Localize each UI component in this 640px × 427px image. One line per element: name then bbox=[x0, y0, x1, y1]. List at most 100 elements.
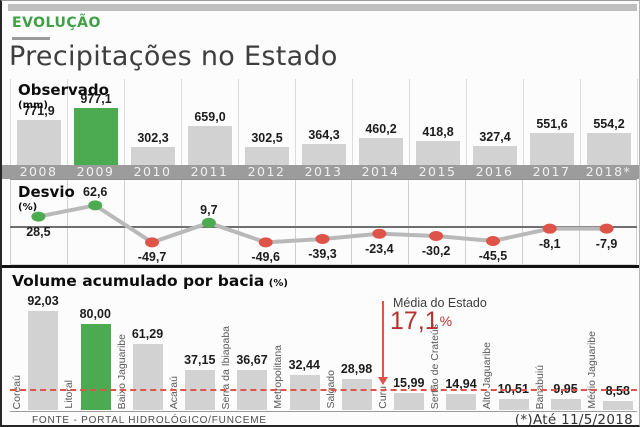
observado-bar-chart: 771,9 977,1 302,3 659,0 302,5 364,3 460,2 418,8… bbox=[10, 79, 638, 165]
desvio-point bbox=[145, 237, 160, 248]
desvio-title: Desvio bbox=[18, 183, 75, 201]
bacia-column: 14,94 Sertão de Crateús bbox=[428, 293, 480, 410]
desvio-point bbox=[201, 217, 216, 228]
bacia-column: 9,95 Banabuiú bbox=[533, 293, 585, 410]
observado-bar bbox=[188, 126, 232, 165]
observado-column: 554,2 bbox=[581, 79, 638, 165]
year-label: 2016 bbox=[475, 164, 514, 179]
observado-value-label: 327,4 bbox=[479, 130, 511, 144]
desvio-point bbox=[315, 233, 330, 244]
page-title: Precipitações no Estado bbox=[9, 41, 338, 72]
year-label: 2015 bbox=[418, 164, 457, 179]
year-label: 2014 bbox=[361, 164, 400, 179]
desvio-point bbox=[485, 236, 500, 247]
bacia-value-label: 80,00 bbox=[79, 307, 111, 321]
desvio-value-label: -23,4 bbox=[365, 241, 394, 256]
year-axis-band bbox=[2, 165, 639, 179]
observado-column: 418,8 bbox=[410, 79, 467, 165]
desvio-value-label: -8,1 bbox=[538, 236, 561, 251]
bacia-bar bbox=[603, 401, 633, 410]
observado-column: 302,3 bbox=[125, 79, 182, 165]
desvio-point bbox=[542, 223, 557, 234]
observado-title: Observado bbox=[18, 81, 109, 99]
bacia-name-label: Sertão de Crateús bbox=[429, 323, 441, 409]
bacia-bar bbox=[550, 399, 581, 410]
bacia-bar bbox=[28, 311, 59, 410]
bacia-name-label: Alto Jaguaribe bbox=[481, 341, 494, 409]
media-reference-line bbox=[10, 389, 637, 391]
observado-value-label: 460,2 bbox=[365, 122, 397, 136]
footer-rule bbox=[10, 411, 637, 412]
bacia-name-label: Coreaú bbox=[11, 374, 23, 409]
bacia-name-label: Litoral bbox=[63, 380, 76, 409]
observado-column: 460,2 bbox=[353, 79, 410, 165]
media-label: Média do Estado bbox=[393, 296, 487, 310]
observado-value-label: 659,0 bbox=[194, 110, 226, 124]
bacia-column: 36,67 Serra da Ibiapaba bbox=[219, 293, 271, 410]
bacia-value-label: 61,29 bbox=[131, 327, 164, 341]
observado-column: 327,4 bbox=[467, 79, 524, 165]
bacia-bar bbox=[132, 344, 163, 410]
bacia-column: 32,44 Metropolitana bbox=[271, 293, 323, 410]
year-label: 2011 bbox=[190, 164, 229, 179]
bacias-header: Volume acumulado por bacia (%) bbox=[12, 272, 288, 291]
observado-bar bbox=[530, 133, 574, 165]
desvio-gridline bbox=[10, 180, 68, 264]
desvio-value-label: 28,5 bbox=[26, 224, 51, 239]
observado-unit: (mm) bbox=[18, 100, 48, 111]
observado-bar bbox=[131, 147, 175, 165]
desvio-value-label: -49,7 bbox=[137, 250, 167, 265]
desvio-point bbox=[258, 237, 273, 248]
year-label: 2009 bbox=[76, 164, 115, 179]
media-value-number: 17,1 bbox=[390, 307, 439, 335]
desvio-value-label: -45,5 bbox=[478, 249, 508, 263]
year-label: 2008 bbox=[19, 164, 58, 179]
observado-value-label: 302,3 bbox=[137, 131, 169, 145]
desvio-gridline bbox=[352, 180, 410, 264]
observado-bar bbox=[473, 146, 517, 165]
desvio-value-label: -49,6 bbox=[251, 250, 280, 265]
bacia-column: 80,00 Litoral bbox=[62, 293, 114, 410]
year-axis-labels: 2008 2009 2010 2011 2012 2013 2014 2015 2016 2017… bbox=[10, 165, 637, 179]
desvio-value-label: 62,6 bbox=[83, 185, 108, 200]
section-divider bbox=[2, 265, 639, 268]
bacia-column: 10,51 Alto Jaguaribe bbox=[480, 293, 532, 410]
desvio-label: Desvio (%) bbox=[18, 183, 75, 213]
bacia-value-label: 92,03 bbox=[27, 294, 59, 308]
desvio-value-label: -30,2 bbox=[421, 243, 451, 258]
bacia-value-label: 15,99 bbox=[393, 376, 425, 390]
bacia-value-label: 32,44 bbox=[288, 358, 320, 372]
bacia-name-label: Baixo Jaguaribe bbox=[115, 333, 128, 409]
desvio-gridline bbox=[239, 180, 296, 264]
bacia-bar bbox=[289, 375, 320, 410]
bacia-value-label: 37,15 bbox=[184, 353, 216, 367]
observado-column: 364,3 bbox=[296, 79, 353, 165]
desvio-gridline bbox=[296, 180, 353, 264]
bacia-name-label: Metropolitana bbox=[272, 345, 285, 409]
observado-label: Observado (mm) bbox=[18, 81, 109, 111]
bacia-bar bbox=[394, 393, 424, 410]
observado-bar bbox=[416, 141, 460, 165]
bacia-bar bbox=[80, 324, 111, 410]
year-label: 2018* bbox=[585, 164, 632, 179]
source-credit: FONTE - PORTAL HIDROLÓGICO/FUNCEME bbox=[32, 415, 267, 426]
desvio-value-label: -7,9 bbox=[595, 236, 618, 251]
desvio-unit: (%) bbox=[18, 202, 38, 213]
bacia-bar bbox=[341, 379, 372, 410]
observado-bar bbox=[245, 147, 289, 165]
desvio-gridline bbox=[580, 180, 637, 264]
media-value-unit: % bbox=[439, 313, 453, 329]
desvio-gridline bbox=[466, 180, 524, 264]
desvio-point bbox=[31, 211, 46, 222]
observado-value-label: 771,9 bbox=[23, 104, 55, 118]
bacia-column: 37,15 Acaraú bbox=[167, 293, 219, 410]
desvio-gridline bbox=[182, 180, 239, 264]
desvio-point bbox=[88, 200, 103, 211]
bacia-name-label: Serra da Ibiapaba bbox=[220, 325, 232, 409]
observado-bar bbox=[587, 133, 631, 165]
bacias-bar-chart: 92,03 Coreaú 80,00 Litoral 61,29 Baixo Jaguar… bbox=[10, 293, 637, 410]
bacia-name-label: Acaraú bbox=[167, 375, 180, 409]
observado-value-label: 977,1 bbox=[80, 92, 112, 106]
bacia-value-label: 8,58 bbox=[605, 384, 630, 398]
